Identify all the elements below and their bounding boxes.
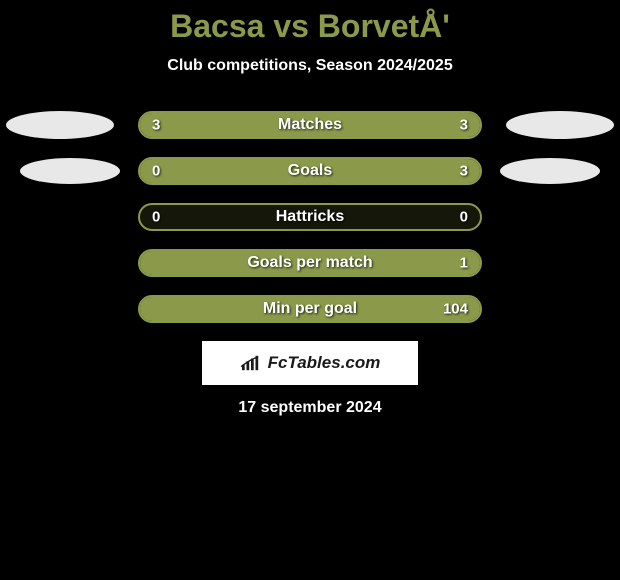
stat-label: Goals	[140, 162, 480, 180]
stat-label: Hattricks	[140, 208, 480, 226]
player-ellipse-left	[6, 111, 114, 139]
stat-bar: 0Hattricks0	[138, 203, 482, 231]
stat-bar: 3Matches3	[138, 111, 482, 139]
stat-label: Goals per match	[140, 254, 480, 272]
stat-value-right: 0	[460, 209, 468, 226]
comparison-rows: 3Matches30Goals30Hattricks0Goals per mat…	[0, 111, 620, 323]
stat-label: Matches	[140, 116, 480, 134]
watermark-label: FcTables.com	[268, 353, 381, 373]
watermark-box: FcTables.com	[202, 341, 418, 385]
subtitle: Club competitions, Season 2024/2025	[0, 57, 620, 75]
stat-bar: 0Goals3	[138, 157, 482, 185]
stat-bar: Goals per match1	[138, 249, 482, 277]
comparison-row: 3Matches3	[0, 111, 620, 139]
stat-value-right: 1	[460, 255, 468, 272]
comparison-row: Min per goal104	[0, 295, 620, 323]
chart-icon	[240, 354, 262, 372]
stat-value-right: 3	[460, 117, 468, 134]
comparison-row: 0Hattricks0	[0, 203, 620, 231]
watermark: FcTables.com	[0, 341, 620, 385]
stat-label: Min per goal	[140, 300, 480, 318]
stat-value-right: 104	[443, 301, 468, 318]
player-ellipse-left	[20, 158, 120, 184]
comparison-row: 0Goals3	[0, 157, 620, 185]
comparison-row: Goals per match1	[0, 249, 620, 277]
stat-value-right: 3	[460, 163, 468, 180]
date-label: 17 september 2024	[0, 399, 620, 417]
player-ellipse-right	[506, 111, 614, 139]
player-ellipse-right	[500, 158, 600, 184]
stat-bar: Min per goal104	[138, 295, 482, 323]
page-title: Bacsa vs BorvetÅ'	[0, 8, 620, 45]
comparison-infographic: Bacsa vs BorvetÅ' Club competitions, Sea…	[0, 0, 620, 417]
